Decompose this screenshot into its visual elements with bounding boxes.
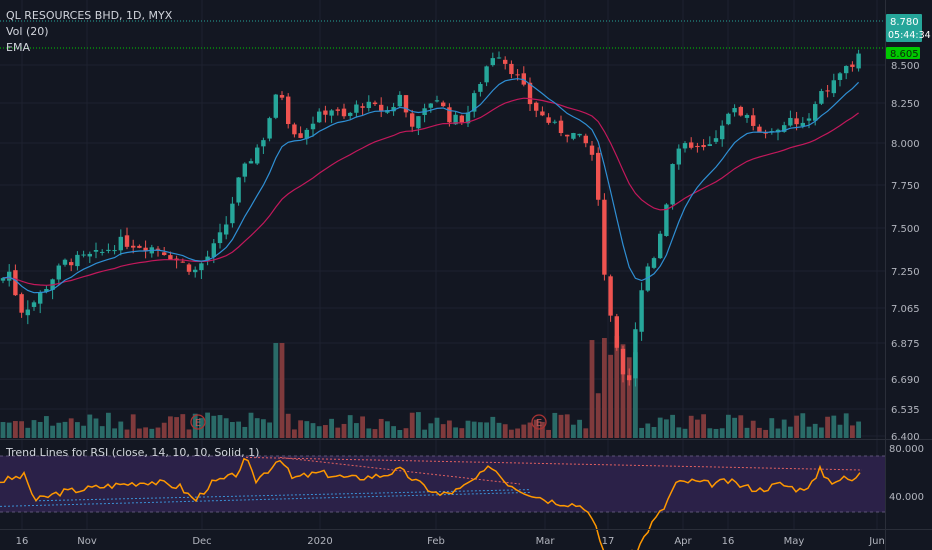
price-tick-label: 6.875 [891, 339, 920, 350]
price-tick-label: 7.500 [891, 224, 920, 235]
price-tick-label: 8.500 [891, 61, 920, 72]
earnings-marker-label: E [536, 418, 542, 429]
time-axis[interactable]: 16 Nov Dec 2020 Feb Mar 17 Apr 16 May Jun [16, 536, 885, 547]
price-tick-label: 6.690 [891, 375, 920, 386]
ema-legend: EMA [6, 41, 30, 54]
time-tick-label: 16 [16, 536, 29, 547]
level-price-value: 8.605 [890, 49, 919, 60]
price-tick-label: 6.400 [891, 432, 920, 443]
last-price-value: 8.780 [890, 17, 919, 28]
price-tick-label: 8.250 [891, 99, 920, 110]
time-tick-label: Apr [674, 536, 692, 547]
earnings-marker-icon[interactable] [190, 414, 206, 430]
time-tick-label: Feb [427, 536, 445, 547]
ema-fast-line [2, 78, 860, 294]
ema-slow-line [2, 97, 859, 286]
rsi-indicator-title: Trend Lines for RSI (close, 14, 10, 10, … [6, 446, 260, 459]
price-tick-label: 8.000 [891, 139, 920, 150]
rsi-axis[interactable]: 80.000 40.000 [889, 444, 924, 503]
time-tick-label: Mar [536, 536, 556, 547]
rsi-line [0, 457, 861, 550]
countdown-value: 05:44:34 [888, 30, 931, 41]
price-tick-label: 7.065 [891, 304, 920, 315]
level-price-label: 8.605 [886, 47, 920, 60]
symbol-title: QL RESOURCES BHD, 1D, MYX [6, 9, 173, 22]
last-price-label: 8.780 05:44:34 [886, 14, 931, 42]
candlesticks [0, 49, 861, 387]
time-tick-label: May [784, 536, 805, 547]
time-tick-label: 17 [602, 536, 615, 547]
rsi-tick-label: 80.000 [889, 444, 924, 455]
time-tick-label: 2020 [307, 536, 332, 547]
earnings-marker-icon[interactable] [531, 414, 547, 430]
rsi-tick-label: 40.000 [889, 492, 924, 503]
volume-legend: Vol (20) [6, 25, 49, 38]
volume-bars [0, 335, 861, 438]
price-tick-label: 7.750 [891, 181, 920, 192]
earnings-marker-label: E [195, 418, 201, 429]
price-tick-label: 7.250 [891, 267, 920, 278]
price-axis[interactable]: 8.500 8.250 8.000 7.750 7.500 7.250 7.065 6.875… [891, 61, 920, 443]
time-tick-label: Dec [192, 536, 211, 547]
time-tick-label: Jun [868, 536, 885, 547]
time-tick-label: Nov [77, 536, 97, 547]
time-tick-label: 16 [722, 536, 735, 547]
price-tick-label: 6.535 [891, 405, 920, 416]
